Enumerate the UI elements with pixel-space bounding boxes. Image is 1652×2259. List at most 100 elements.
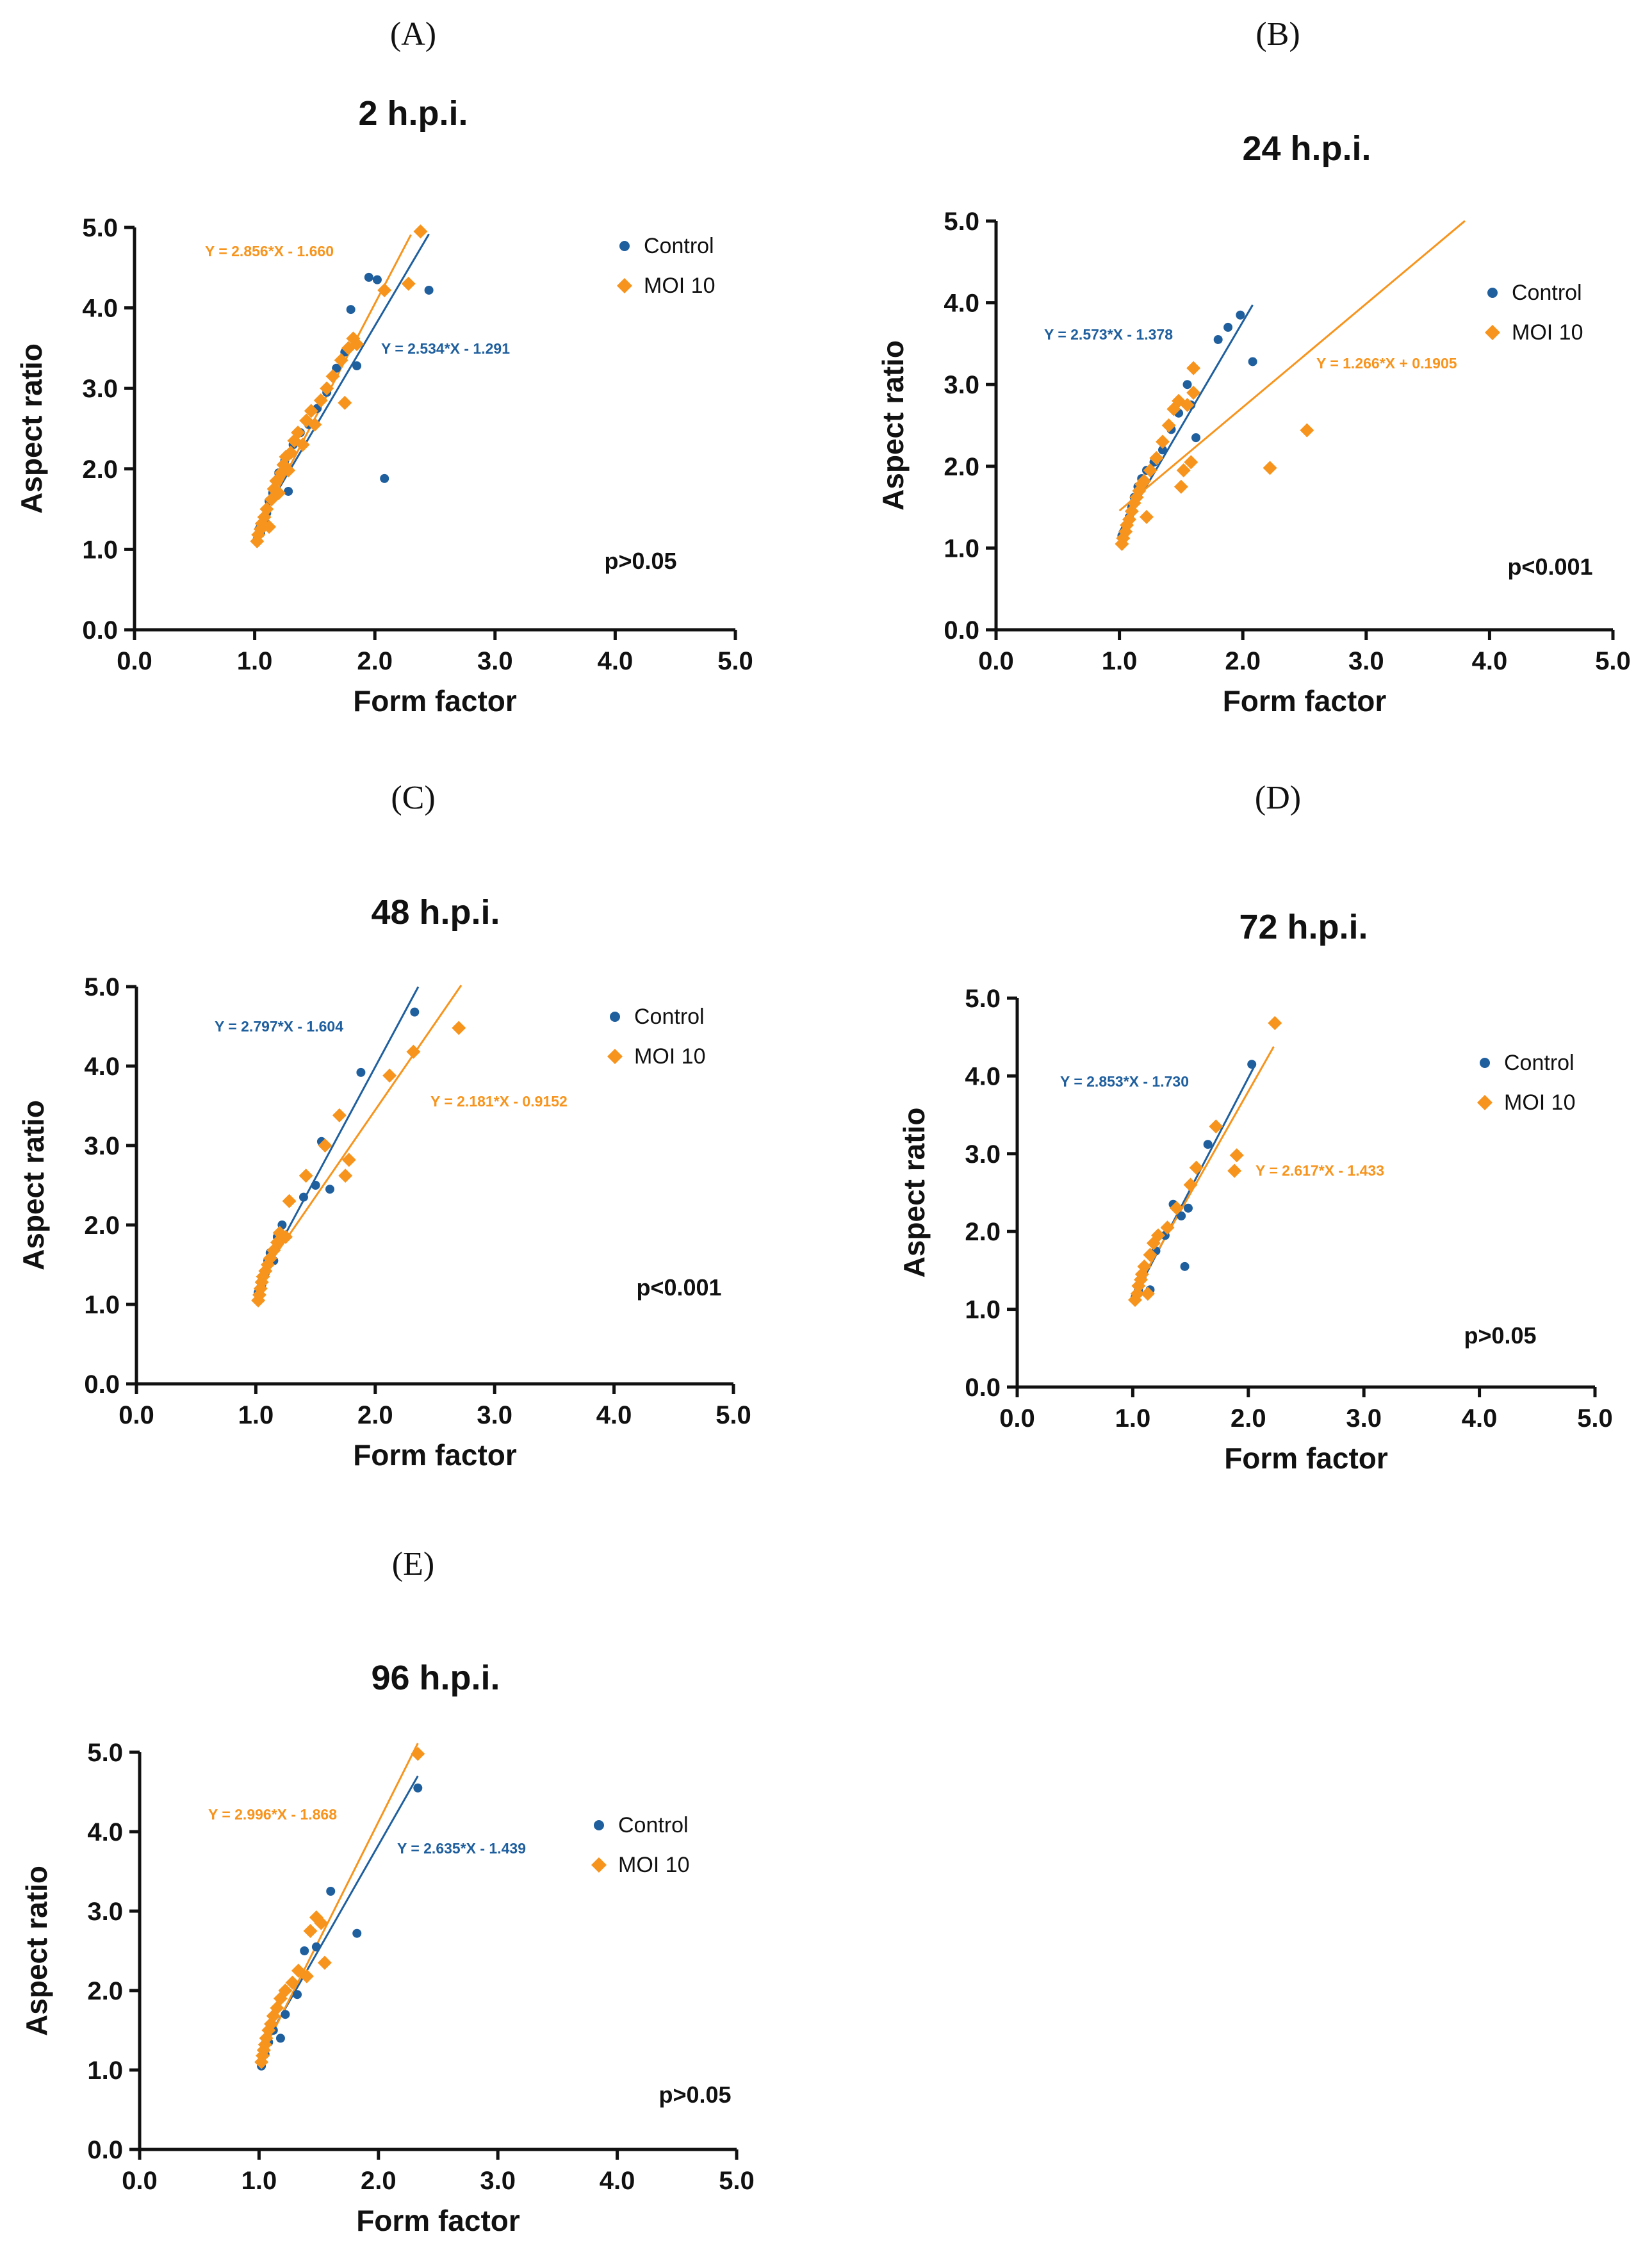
y-tick-label: 5.0 bbox=[965, 985, 1001, 1013]
moi10-point bbox=[282, 1194, 297, 1208]
control-point bbox=[325, 1185, 334, 1194]
y-tick-label: 3.0 bbox=[965, 1140, 1001, 1169]
panel-label: (D) bbox=[1255, 780, 1301, 816]
moi10-point bbox=[411, 1746, 425, 1761]
control-fit-equation: Y = 2.797*X - 1.604 bbox=[215, 1018, 343, 1035]
y-tick-label: 4.0 bbox=[87, 1818, 123, 1846]
control-point bbox=[1180, 1261, 1190, 1271]
y-axis-label: Aspect ratio bbox=[876, 340, 910, 511]
moi10-point bbox=[1229, 1148, 1244, 1163]
control-point bbox=[332, 363, 341, 373]
moi10-point bbox=[350, 337, 364, 352]
y-tick-label: 4.0 bbox=[965, 1062, 1001, 1090]
chart-panel-e: (E) 96 h.p.i. 0.0 1.0 2.0 3.0 4.0 5.0 0.0 1.0 2.0 3… bbox=[20, 1546, 755, 2237]
legend-label: Control bbox=[1512, 281, 1582, 305]
moi10-point bbox=[1209, 1119, 1223, 1134]
y-tick-label: 0.0 bbox=[84, 1370, 120, 1399]
x-tick-label: 2.0 bbox=[357, 647, 393, 675]
control-point bbox=[380, 473, 389, 483]
legend-label: Control bbox=[644, 234, 714, 258]
x-axis-label: Form factor bbox=[1223, 684, 1387, 718]
control-point bbox=[1213, 335, 1223, 345]
moi10-fit-equation: Y = 2.996*X - 1.868 bbox=[208, 1806, 337, 1823]
x-tick-label: 2.0 bbox=[357, 1401, 393, 1429]
moi10-point bbox=[338, 1169, 353, 1183]
control-fit-equation: Y = 2.573*X - 1.378 bbox=[1044, 326, 1173, 343]
moi10-point bbox=[299, 1169, 313, 1183]
control-point bbox=[1203, 1140, 1213, 1149]
x-tick-label: 4.0 bbox=[600, 2167, 635, 2195]
x-tick-label: 0.0 bbox=[122, 2167, 158, 2195]
x-tick-label: 0.0 bbox=[999, 1404, 1035, 1433]
moi10-point bbox=[413, 224, 428, 239]
moi10-point bbox=[259, 502, 274, 516]
moi10-fit-line bbox=[1118, 220, 1466, 512]
moi10-point bbox=[281, 463, 296, 478]
y-tick-label: 1.0 bbox=[82, 536, 118, 564]
control-point bbox=[284, 486, 293, 496]
control-point bbox=[1223, 322, 1233, 332]
moi10-fit-line bbox=[258, 1743, 419, 2060]
x-tick-label: 2.0 bbox=[1231, 1404, 1266, 1433]
y-tick-label: 2.0 bbox=[944, 453, 979, 481]
control-point bbox=[311, 1181, 320, 1190]
legend-control-marker bbox=[619, 241, 630, 251]
moi10-point bbox=[272, 486, 286, 500]
control-point bbox=[1182, 380, 1192, 390]
moi10-point bbox=[1137, 1259, 1152, 1274]
moi10-point bbox=[307, 417, 322, 432]
moi10-point bbox=[1176, 463, 1191, 478]
moi10-point bbox=[338, 395, 352, 410]
moi10-fit-equation: Y = 2.856*X - 1.660 bbox=[205, 243, 334, 259]
control-point bbox=[1158, 445, 1168, 455]
p-value: p<0.001 bbox=[1507, 554, 1592, 580]
chart-panel-d: (D) 72 h.p.i. 0.0 1.0 2.0 3.0 4.0 5.0 0.0 1.0 2.0 3… bbox=[897, 780, 1613, 1475]
control-point bbox=[1248, 357, 1257, 366]
y-axis-label: Aspect ratio bbox=[20, 1866, 53, 2036]
x-tick-label: 4.0 bbox=[598, 647, 634, 675]
y-tick-label: 2.0 bbox=[84, 1212, 120, 1240]
moi10-point bbox=[334, 353, 348, 368]
x-axis-label: Form factor bbox=[353, 684, 517, 718]
chart-title: 96 h.p.i. bbox=[371, 1659, 500, 1697]
control-point bbox=[356, 1067, 366, 1077]
control-point bbox=[1236, 310, 1245, 320]
control-point bbox=[424, 285, 434, 295]
y-tick-label: 1.0 bbox=[944, 534, 979, 563]
legend-label: Control bbox=[618, 1813, 689, 1837]
legend-control-marker bbox=[1487, 288, 1498, 298]
y-tick-label: 4.0 bbox=[82, 295, 118, 323]
legend: Control MOI 10 bbox=[591, 1813, 689, 1877]
legend-label: MOI 10 bbox=[618, 1853, 689, 1877]
chart-panel-b: (B) 24 h.p.i. 0.0 1.0 2.0 3.0 4.0 5.0 0.0 1.0 2.0 3… bbox=[876, 16, 1631, 718]
y-tick-label: 5.0 bbox=[82, 214, 118, 242]
y-tick-label: 5.0 bbox=[944, 208, 979, 236]
moi10-point bbox=[314, 1916, 329, 1930]
control-point bbox=[300, 1946, 309, 1955]
x-tick-label: 5.0 bbox=[1595, 647, 1631, 675]
y-tick-label: 5.0 bbox=[87, 1739, 123, 1767]
legend-moi10-marker bbox=[607, 1049, 623, 1064]
legend-label: MOI 10 bbox=[1504, 1090, 1575, 1115]
y-tick-label: 1.0 bbox=[965, 1296, 1001, 1324]
legend-control-marker bbox=[594, 1820, 604, 1830]
y-tick-label: 3.0 bbox=[87, 1898, 123, 1926]
y-tick-label: 4.0 bbox=[84, 1053, 120, 1081]
x-tick-label: 0.0 bbox=[119, 1401, 154, 1429]
control-fit-equation: Y = 2.635*X - 1.439 bbox=[397, 1840, 526, 1857]
control-point bbox=[1247, 1060, 1257, 1069]
moi10-point bbox=[1227, 1163, 1242, 1178]
legend-label: MOI 10 bbox=[1512, 320, 1583, 345]
control-point bbox=[352, 1928, 362, 1938]
y-tick-label: 2.0 bbox=[82, 456, 118, 484]
moi10-point bbox=[1263, 461, 1277, 475]
y-tick-label: 5.0 bbox=[84, 973, 120, 1001]
x-tick-label: 3.0 bbox=[480, 2167, 516, 2195]
moi10-point bbox=[303, 1924, 318, 1938]
moi10-point bbox=[1180, 398, 1195, 413]
moi10-point bbox=[1300, 423, 1314, 438]
moi10-fit-equation: Y = 2.181*X - 0.9152 bbox=[430, 1093, 568, 1110]
x-tick-label: 4.0 bbox=[596, 1401, 632, 1429]
control-point bbox=[352, 361, 362, 371]
